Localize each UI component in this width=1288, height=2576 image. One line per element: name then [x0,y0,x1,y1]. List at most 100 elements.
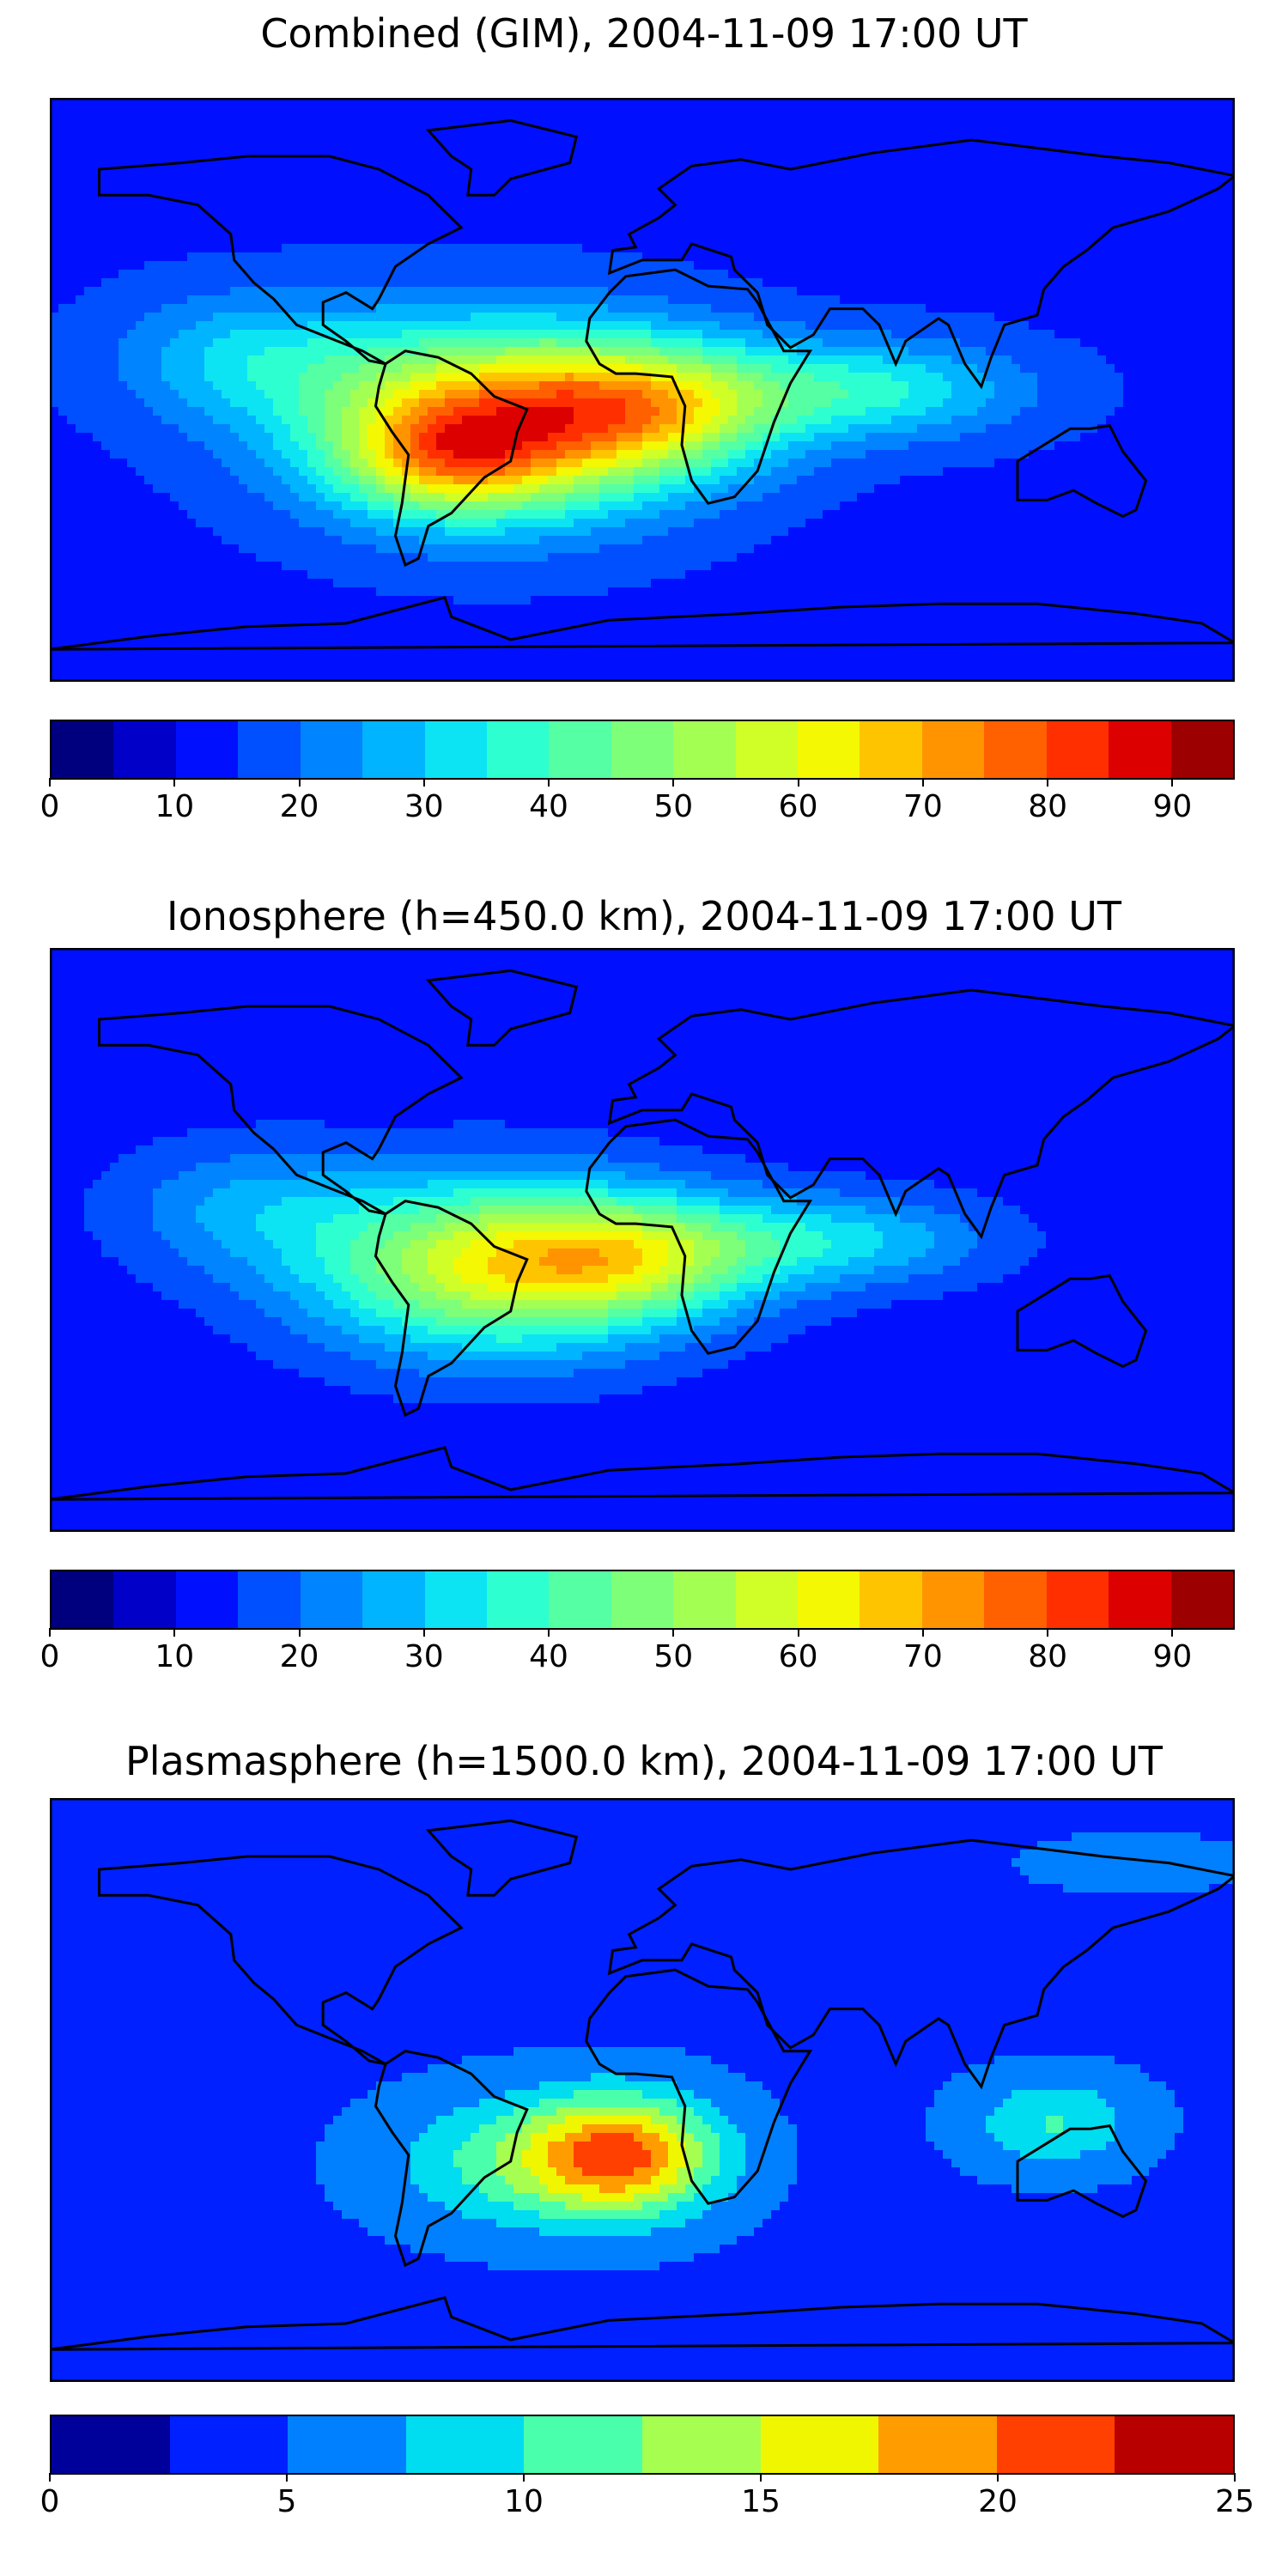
coastline-path [374,2050,529,2268]
panel-title-ionosphere: Ionosphere (h=450.0 km), 2004-11-09 17:0… [0,893,1288,939]
colorbar-segment [524,2416,642,2473]
map-combined [50,98,1235,682]
colorbar-segment [486,721,550,778]
colorbar-tick-label: 60 [779,1640,818,1674]
colorbar-tick-label: 50 [653,1640,693,1674]
colorbar-combined [50,720,1235,780]
colorbar-tick-label: 0 [40,2485,60,2519]
coastline-path [607,1838,1235,2090]
colorbar-segment [996,2416,1115,2473]
colorbar-segment [52,2416,170,2473]
colorbar-segment [860,1571,922,1628]
panel-title-combined: Combined (GIM), 2004-11-09 17:00 UT [0,10,1288,57]
map-plasmasphere [50,1798,1235,2382]
colorbar-segment [549,1571,611,1628]
colorbar-tick [760,2473,762,2482]
colorbar-segment [52,721,114,778]
colorbar-tick-label: 90 [1152,790,1192,824]
colorbar-segment [113,1571,176,1628]
colorbar-tick [422,1628,425,1637]
colorbar-tick-label: 40 [529,1640,568,1674]
coastline-path [1016,423,1148,518]
colorbar-tick-label: 80 [1028,790,1067,824]
colorbar-segment [362,1571,425,1628]
colorbar-tick-label: 20 [280,1640,319,1674]
colorbar-plasmasphere [50,2415,1235,2475]
colorbar-segment [238,1571,301,1628]
colorbar-tick [797,778,799,787]
colorbar-tick [672,1628,675,1637]
colorbar-segment [1046,721,1109,778]
colorbar-segment [673,721,736,778]
colorbar-segment [673,1571,736,1628]
colorbar-segment [175,721,239,778]
colorbar-tick-label: 90 [1152,1640,1192,1674]
colorbar-tick [49,2473,51,2482]
colorbar-ticks-plasmasphere: 0 5 10 15 20 25 [40,2473,1255,2524]
map-field [50,98,1235,682]
colorbar-tick-label: 15 [741,2485,781,2519]
colorbar-segment [984,721,1047,778]
coastlines [50,118,1235,651]
colorbar-segment [1046,1571,1109,1628]
colorbar-tick-label: 30 [404,1640,444,1674]
coastline-path [425,1819,579,1897]
colorbar-segment [300,721,363,778]
colorbar-ticks-ionosphere: 0 10 20 30 40 50 60 70 80 90 [40,1628,1235,1680]
colorbar-tick [672,778,675,787]
coastline-path [98,1855,464,2066]
colorbar-segment [175,1571,239,1628]
panel-title-plasmasphere: Plasmasphere (h=1500.0 km), 2004-11-09 1… [0,1738,1288,1784]
map-field [50,948,1235,1532]
colorbar-segment [860,721,922,778]
colorbar-segment [52,1571,114,1628]
colorbar-segment [798,721,860,778]
colorbar-tick [921,778,924,787]
coastline-path [50,2295,1235,2351]
coastline-path [1016,1273,1148,1368]
colorbar-tick [1047,1628,1049,1637]
colorbar-segment [405,2416,525,2473]
coastline-path [607,988,1235,1240]
colorbar-tick [548,778,550,787]
colorbar-ionosphere [50,1570,1235,1630]
colorbar-tick [422,778,425,787]
colorbar-segment [735,721,799,778]
colorbar-tick [797,1628,799,1637]
colorbar-segment [921,721,985,778]
coastline-path [607,138,1235,390]
colorbar-tick [921,1628,924,1637]
colorbar-segment [169,2416,289,2473]
colorbar-segment [611,721,674,778]
colorbar-tick [1234,2473,1236,2482]
colorbar-tick-label: 10 [504,2485,544,2519]
map-field [50,1798,1235,2382]
colorbar-tick [49,1628,51,1637]
colorbar-segment [798,1571,860,1628]
colorbar-tick-label: 30 [404,790,444,824]
map-ionosphere [50,948,1235,1532]
coastlines [50,1819,1235,2351]
colorbar-tick [286,2473,288,2482]
coastline-path [585,1968,813,2205]
colorbar-tick [548,1628,550,1637]
colorbar-tick-label: 10 [155,1640,194,1674]
colorbar-segment [921,1571,985,1628]
colorbar-tick-label: 80 [1028,1640,1067,1674]
colorbar-segment [984,1571,1047,1628]
coastline-path [50,595,1235,651]
colorbar-tick-label: 40 [529,790,568,824]
coastline-path [374,1200,529,1418]
colorbar-segment [424,721,487,778]
colorbar-segment [1115,2416,1233,2473]
colorbar-segment [1109,1571,1171,1628]
colorbar-segment [113,721,176,778]
coastline-path [425,969,579,1047]
colorbar-segment [1170,721,1234,778]
colorbar-segment [424,1571,487,1628]
colorbar-segment [611,1571,674,1628]
colorbar-tick [298,778,301,787]
coastline-path [585,1118,813,1355]
colorbar-tick [49,778,51,787]
coastline-path [50,1445,1235,1501]
